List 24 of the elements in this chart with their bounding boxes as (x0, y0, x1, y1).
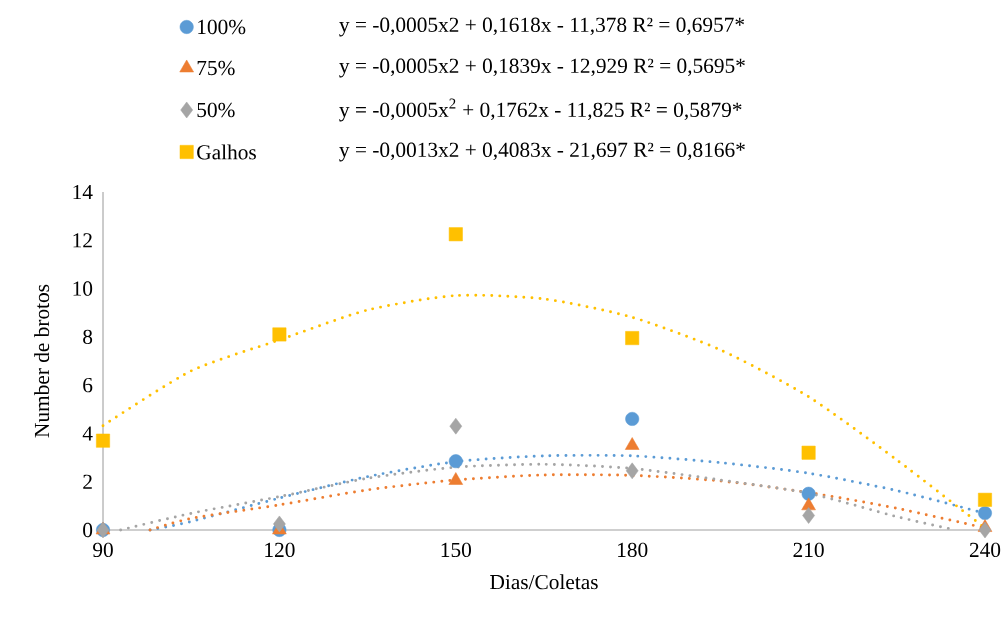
x-axis-title: Dias/Coletas (490, 574, 598, 590)
y-tick-label: 8 (83, 329, 93, 345)
y-tick-label: 14 (73, 184, 93, 200)
x-tick-label: 90 (93, 542, 113, 558)
x-tick-label: 210 (793, 542, 824, 558)
y-tick-label: 0 (83, 522, 93, 538)
x-tick-label: 180 (618, 542, 648, 558)
text: y = -0,0013x2 + 0,4083x - 21,697 R² = 0,8166* (339, 142, 745, 162)
y-tick-label: 2 (83, 474, 92, 489)
legend-label: 50% (197, 102, 235, 118)
y-tick-label: 12 (73, 233, 92, 248)
x-tick-label: 120 (265, 542, 295, 558)
y-tick-label: 4 (82, 426, 93, 441)
y-tick-label: 6 (83, 377, 93, 393)
text: y = -0,0005x2 + 0,1839x - 12,929 R² = 0,5695* (339, 58, 745, 78)
legend-label: 100% (198, 19, 246, 35)
x-tick-label: 150 (441, 542, 471, 558)
text: y = -0,0005x2 + 0,1618x - 11,378 R² = 0,6957* (339, 17, 745, 37)
y-axis-title: Number de brotos (34, 284, 50, 438)
x-tick-label: 240 (969, 542, 1001, 558)
text: y = -0,0005x$^{2}$ + 0,1762x - 11,825 R² = 0,5879* (339, 98, 742, 122)
y-tick-label: 10 (73, 281, 93, 296)
legend-label: Galhos (197, 144, 256, 160)
legend-label: 75% (197, 60, 235, 76)
